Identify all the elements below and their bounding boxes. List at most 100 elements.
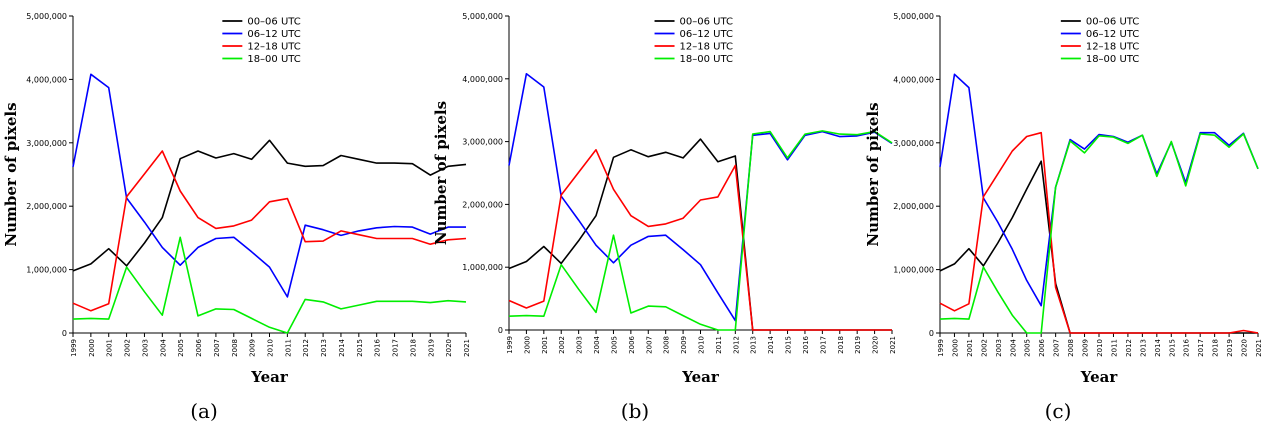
y-tick-label: 3,000,000 <box>893 139 934 148</box>
x-tick-label: 2020 <box>1241 339 1249 357</box>
chart-panel-2: 0 1,000,000 2,000,000 3,000,000 4,000,000 5,0… <box>432 12 897 423</box>
x-axis-title: Year <box>1080 368 1119 386</box>
series-line-3 <box>939 131 1259 334</box>
x-tick-label: 2021 <box>889 336 897 354</box>
x-tick-label: 2010 <box>267 339 275 357</box>
x-tick-label: 2008 <box>231 339 239 357</box>
series-line-4 <box>72 236 467 334</box>
y-tick-label: 5,000,000 <box>26 12 67 21</box>
x-tick-label: 2003 <box>141 339 149 357</box>
y-tick-label: 3,000,000 <box>462 138 503 147</box>
x-tick-label: 2002 <box>558 336 566 354</box>
series-line-2 <box>939 73 1259 307</box>
series-line-2 <box>72 73 466 298</box>
x-tick-label: 2017 <box>392 339 400 357</box>
x-tick-label: 2007 <box>213 339 221 357</box>
x-tick-label: 2014 <box>1154 338 1162 356</box>
panel-label: (a) <box>190 399 218 423</box>
x-tick-label: 2014 <box>767 335 775 353</box>
x-tick-label: 2013 <box>1139 339 1147 357</box>
x-tick-label: 2006 <box>628 335 636 353</box>
x-tick-label: 2020 <box>445 339 453 357</box>
series-line-1 <box>939 160 1258 334</box>
x-tick-label: 2010 <box>698 336 706 354</box>
y-tick-label: 3,000,000 <box>26 139 67 148</box>
x-tick-label: 2009 <box>249 339 257 357</box>
y-tick-label: 4,000,000 <box>26 75 67 84</box>
x-tick-label: 2015 <box>1168 339 1176 357</box>
x-tick-label: 2011 <box>284 339 292 357</box>
y-axis-title: Number of pixels <box>2 102 20 246</box>
x-tick-label: 2017 <box>819 336 827 354</box>
x-tick-label: 1999 <box>937 339 945 357</box>
x-axis-title: Year <box>681 368 720 386</box>
legend-label: 06–12 UTC <box>247 29 300 40</box>
x-tick-label: 2008 <box>1067 339 1075 357</box>
x-tick-label: 2013 <box>750 336 758 354</box>
y-axis-title: Number of pixels <box>864 102 882 246</box>
x-tick-label: 2006 <box>195 338 203 356</box>
x-tick-label: 2012 <box>732 336 740 354</box>
x-tick-label: 2019 <box>854 336 862 354</box>
x-tick-label: 2003 <box>576 336 584 354</box>
x-tick-label: 2018 <box>409 339 417 357</box>
chart-panel-1: 0 1,000,000 2,000,000 3,000,000 4,000,000 5,0… <box>2 12 471 423</box>
x-tick-label: 2015 <box>785 336 793 354</box>
x-tick-label: 2009 <box>1082 339 1090 357</box>
y-tick-label: 0 <box>929 329 934 338</box>
panel-label: (c) <box>1045 399 1072 423</box>
x-tick-label: 2020 <box>872 336 880 354</box>
y-tick-label: 5,000,000 <box>893 12 934 21</box>
x-tick-label: 2016 <box>1183 338 1191 356</box>
x-tick-label: 2012 <box>1125 339 1133 357</box>
legend-label: 18–00 UTC <box>1086 54 1139 65</box>
x-tick-label: 2001 <box>541 336 549 354</box>
x-tick-label: 2011 <box>1110 339 1118 357</box>
legend-label: 18–00 UTC <box>247 54 300 65</box>
y-tick-label: 2,000,000 <box>893 202 934 211</box>
x-tick-label: 2018 <box>1212 339 1220 357</box>
legend-label: 00–06 UTC <box>680 17 733 28</box>
x-tick-label: 2002 <box>124 339 132 357</box>
x-tick-label: 2016 <box>374 338 382 356</box>
x-tick-label: 1999 <box>70 339 78 357</box>
x-tick-label: 2013 <box>320 339 328 357</box>
series-line-3 <box>508 149 892 331</box>
series-line-2 <box>508 73 893 322</box>
x-tick-label: 2021 <box>1255 339 1263 357</box>
x-tick-label: 2000 <box>951 339 959 357</box>
y-tick-label: 1,000,000 <box>893 266 934 275</box>
x-tick-label: 2001 <box>106 339 114 357</box>
x-tick-label: 2019 <box>1226 339 1234 357</box>
y-tick-label: 1,000,000 <box>26 266 67 275</box>
x-tick-label: 2016 <box>802 335 810 353</box>
x-tick-label: 2015 <box>356 339 364 357</box>
x-tick-label: 2014 <box>338 338 346 356</box>
y-tick-label: 0 <box>498 326 503 335</box>
x-tick-label: 2017 <box>1197 339 1205 357</box>
x-tick-label: 2000 <box>88 339 96 357</box>
y-tick-label: 1,000,000 <box>462 263 503 272</box>
x-tick-label: 1999 <box>506 336 514 354</box>
x-tick-label: 2004 <box>593 335 601 353</box>
y-tick-label: 4,000,000 <box>462 75 503 84</box>
x-tick-label: 2003 <box>995 339 1003 357</box>
x-tick-label: 2005 <box>177 339 185 357</box>
panel-label: (b) <box>621 399 649 423</box>
x-tick-label: 2002 <box>980 339 988 357</box>
y-tick-label: 2,000,000 <box>26 202 67 211</box>
legend-label: 06–12 UTC <box>680 29 733 40</box>
x-tick-label: 2009 <box>680 336 688 354</box>
x-tick-label: 2019 <box>427 339 435 357</box>
x-tick-label: 2005 <box>1024 339 1032 357</box>
x-tick-label: 2004 <box>1009 338 1017 356</box>
legend-label: 12–18 UTC <box>1086 42 1139 53</box>
x-tick-label: 2008 <box>663 336 671 354</box>
legend-label: 12–18 UTC <box>247 42 300 53</box>
x-tick-label: 2010 <box>1096 339 1104 357</box>
x-tick-label: 2007 <box>1053 339 1061 357</box>
x-tick-label: 2005 <box>610 336 618 354</box>
x-tick-label: 2012 <box>302 339 310 357</box>
x-tick-label: 2000 <box>523 336 531 354</box>
